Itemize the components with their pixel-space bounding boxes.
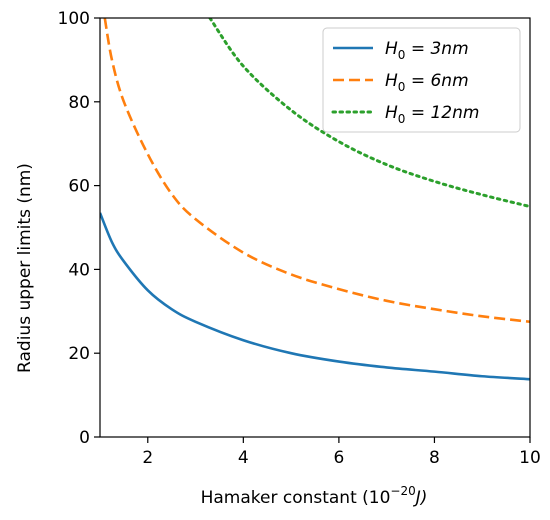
series-line-2 — [103, 18, 530, 324]
series-line-3 — [208, 18, 530, 209]
x-tick-label: 8 — [429, 448, 440, 468]
legend: H0 = 3nm H0 = 6nm H0 = 12nm — [322, 27, 521, 133]
x-tick-label: 4 — [238, 448, 249, 468]
y-tick-label: 80 — [68, 93, 90, 113]
x-axis-label: Hamaker constant (10−20J) — [201, 484, 428, 508]
plot-area — [100, 18, 530, 381]
x-tick-label: 2 — [142, 448, 153, 468]
series-line-1 — [100, 212, 530, 381]
y-tick-label: 20 — [68, 344, 90, 364]
y-tick-label: 40 — [68, 260, 90, 280]
legend-label-2: H0 = 6nm — [385, 71, 469, 94]
x-tick-label: 6 — [333, 448, 344, 468]
y-axis-label: Radius upper limits (nm) — [15, 163, 35, 373]
legend-label-1: H0 = 3nm — [385, 39, 469, 62]
x-tick-label: 10 — [519, 448, 541, 468]
y-tick-label: 0 — [79, 428, 90, 448]
legend-label-3: H0 = 12nm — [385, 103, 479, 126]
y-tick-label: 100 — [58, 9, 90, 29]
y-tick-label: 60 — [68, 177, 90, 197]
legend-box — [322, 27, 521, 133]
axes-frame — [99, 17, 531, 438]
